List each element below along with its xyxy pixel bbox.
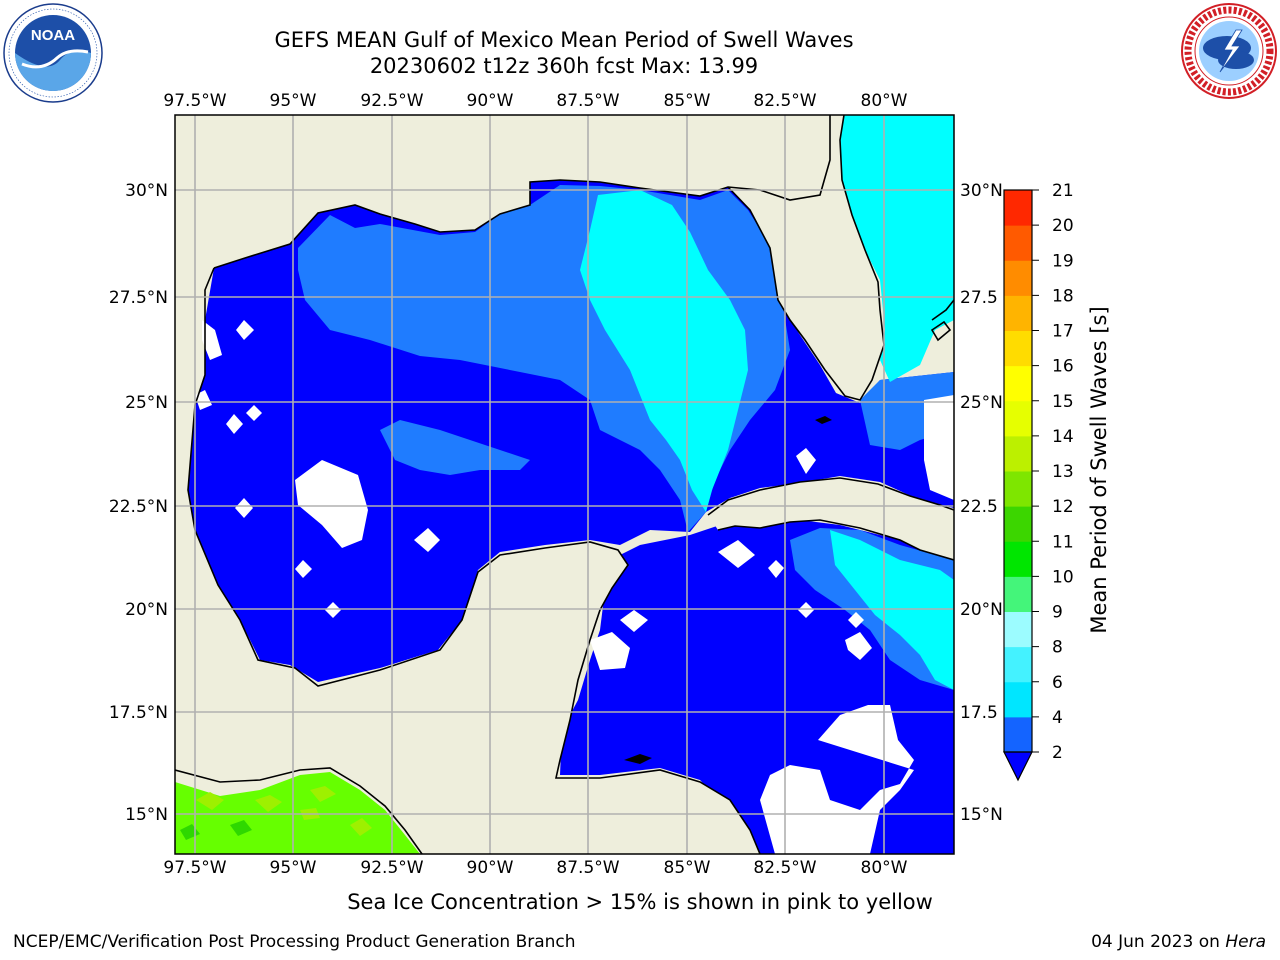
colorbar-segment bbox=[1004, 506, 1032, 542]
noaa-logo: NOAA bbox=[3, 3, 103, 103]
longitude-tick-label: 82.5°W bbox=[753, 858, 816, 878]
longitude-tick-label: 87.5°W bbox=[556, 858, 619, 878]
longitude-tick-label: 92.5°W bbox=[360, 858, 423, 878]
swell-period-6-8-atlantic bbox=[832, 115, 954, 382]
colorbar-segment bbox=[1004, 365, 1032, 402]
longitude-tick-label: 80°W bbox=[861, 91, 908, 111]
colorbar-tick-label: 12 bbox=[1052, 497, 1074, 517]
longitude-tick-label: 97.5°W bbox=[163, 91, 226, 111]
longitude-tick-label: 90°W bbox=[467, 91, 514, 111]
map-title: GEFS MEAN Gulf of Mexico Mean Period of … bbox=[274, 28, 854, 52]
map-frame bbox=[174, 114, 955, 855]
coastlines bbox=[175, 115, 954, 854]
colorbar-segment bbox=[1004, 190, 1032, 226]
colorbar-segment bbox=[1004, 576, 1032, 612]
island-bay-islands bbox=[624, 754, 652, 764]
colorbar-segment bbox=[1004, 541, 1032, 577]
colorbar-segment bbox=[1004, 471, 1032, 507]
colorbar-segment bbox=[1004, 716, 1032, 753]
colorbar-segment bbox=[1004, 260, 1032, 296]
credit-branch: NCEP/EMC/Verification Post Processing Pr… bbox=[13, 932, 576, 952]
colorbar-segment bbox=[1004, 330, 1032, 367]
noaa-logo-text: NOAA bbox=[31, 27, 75, 44]
no-data-patches bbox=[195, 320, 954, 854]
latitude-tick-label: 30°N bbox=[125, 181, 168, 201]
colorbar-tick-label: 20 bbox=[1052, 216, 1074, 236]
latitude-tick-label: 22.5°N bbox=[109, 497, 168, 517]
longitude-tick-label: 95°W bbox=[270, 858, 317, 878]
colorbar-tick-label: 4 bbox=[1052, 708, 1063, 728]
land-florida bbox=[728, 115, 884, 400]
longitude-tick-label: 85°W bbox=[664, 91, 711, 111]
sea-ice-note: Sea Ice Concentration > 15% is shown in … bbox=[347, 890, 933, 914]
credit-date-text: 04 Jun 2023 on bbox=[1091, 932, 1226, 952]
longitude-labels-top: 97.5°W 95°W 92.5°W 90°W 87.5°W 85°W 82.5°W 80°W bbox=[163, 91, 907, 111]
colorbar-segment bbox=[1004, 295, 1032, 331]
colorbar-tick-label: 11 bbox=[1052, 532, 1074, 552]
colorbar-tick-label: 2 bbox=[1052, 743, 1063, 763]
latitude-tick-label: 17.5 bbox=[960, 703, 998, 723]
colorbar-extend-arrow bbox=[1003, 751, 1033, 782]
colorbar-segment bbox=[1004, 611, 1032, 648]
map-subtitle: 20230602 t12z 360h fcst Max: 13.99 bbox=[369, 54, 759, 78]
land-cuba bbox=[708, 478, 954, 560]
latitude-tick-label: 22.5 bbox=[960, 497, 998, 517]
latitude-tick-label: 15°N bbox=[960, 805, 1003, 825]
swell-period-6-8-region bbox=[580, 190, 748, 512]
swell-period-6-8-caribbean bbox=[830, 530, 954, 690]
longitude-labels-bottom: 97.5°W 95°W 92.5°W 90°W 87.5°W 85°W 82.5°W 80°W bbox=[163, 858, 907, 878]
gridlines bbox=[175, 115, 954, 854]
colorbar-segment bbox=[1004, 646, 1032, 683]
latitude-tick-label: 17.5°N bbox=[109, 703, 168, 723]
longitude-tick-label: 85°W bbox=[664, 858, 711, 878]
credit-machine: Hera bbox=[1225, 932, 1266, 952]
latitude-labels-right: 30°N 27.5 25°N 22.5 20°N 17.5 15°N bbox=[960, 181, 1003, 825]
colorbar-tick-label: 6 bbox=[1052, 673, 1063, 693]
latitude-tick-label: 20°N bbox=[125, 600, 168, 620]
latitude-tick-label: 15°N bbox=[125, 805, 168, 825]
colorbar: 2 4 6 8 9 10 11 12 13 14 15 16 17 18 19 20 21 bbox=[1003, 181, 1074, 782]
island-keys bbox=[815, 416, 832, 424]
latitude-tick-label: 27.5 bbox=[960, 288, 998, 308]
colorbar-tick-label: 10 bbox=[1052, 567, 1074, 587]
nws-logo bbox=[1181, 3, 1277, 99]
swell-period-4-6-patch bbox=[380, 420, 530, 475]
colorbar-tick-label: 16 bbox=[1052, 357, 1074, 377]
credit-date: 04 Jun 2023 on Hera bbox=[1091, 932, 1266, 952]
longitude-tick-label: 90°W bbox=[467, 858, 514, 878]
colorbar-segment bbox=[1004, 225, 1032, 261]
longitude-tick-label: 95°W bbox=[270, 91, 317, 111]
colorbar-tick-label: 15 bbox=[1052, 392, 1074, 412]
longitude-tick-label: 82.5°W bbox=[753, 91, 816, 111]
sea-ice-patches bbox=[180, 786, 372, 840]
latitude-tick-label: 27.5°N bbox=[109, 288, 168, 308]
latitude-tick-label: 20°N bbox=[960, 600, 1003, 620]
colorbar-tick-label: 8 bbox=[1052, 638, 1063, 658]
longitude-tick-label: 92.5°W bbox=[360, 91, 423, 111]
colorbar-tick-label: 18 bbox=[1052, 286, 1074, 306]
longitude-tick-label: 80°W bbox=[861, 858, 908, 878]
latitude-tick-label: 30°N bbox=[960, 181, 1003, 201]
colorbar-segment bbox=[1004, 400, 1032, 437]
colorbar-tick-label: 17 bbox=[1052, 322, 1074, 342]
latitude-tick-label: 25°N bbox=[960, 393, 1003, 413]
colorbar-tick-label: 21 bbox=[1052, 181, 1074, 201]
colorbar-segment bbox=[1004, 435, 1032, 472]
longitude-tick-label: 97.5°W bbox=[163, 858, 226, 878]
colorbar-tick-label: 19 bbox=[1052, 251, 1074, 271]
colorbar-segment bbox=[1004, 681, 1032, 718]
longitude-tick-label: 87.5°W bbox=[556, 91, 619, 111]
latitude-tick-label: 25°N bbox=[125, 393, 168, 413]
colorbar-tick-label: 13 bbox=[1052, 462, 1074, 482]
colorbar-tick-label: 9 bbox=[1052, 603, 1063, 623]
latitude-labels-left: 30°N 27.5°N 25°N 22.5°N 20°N 17.5°N 15°N bbox=[109, 181, 168, 825]
colorbar-tick-label: 14 bbox=[1052, 427, 1074, 447]
colorbar-label: Mean Period of Swell Waves [s] bbox=[1087, 306, 1111, 633]
